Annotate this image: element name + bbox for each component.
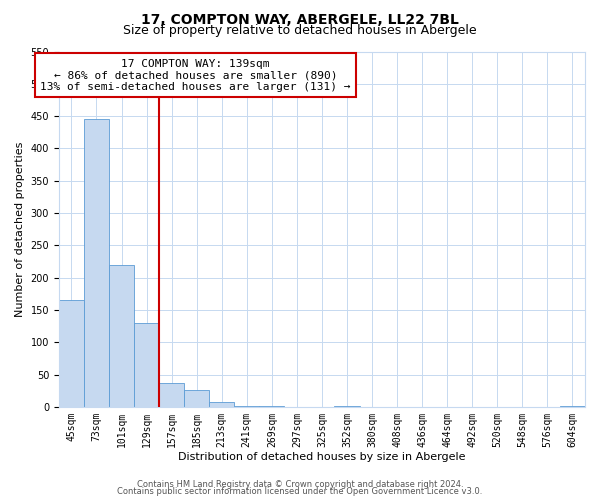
Bar — [334, 406, 359, 407]
Bar — [209, 402, 234, 407]
Text: Contains HM Land Registry data © Crown copyright and database right 2024.: Contains HM Land Registry data © Crown c… — [137, 480, 463, 489]
Bar — [184, 390, 209, 407]
Text: 17 COMPTON WAY: 139sqm
← 86% of detached houses are smaller (890)
13% of semi-de: 17 COMPTON WAY: 139sqm ← 86% of detached… — [40, 58, 351, 92]
Bar — [234, 406, 259, 407]
Y-axis label: Number of detached properties: Number of detached properties — [15, 142, 25, 317]
Bar — [84, 120, 109, 407]
Bar — [159, 383, 184, 407]
Bar — [134, 323, 159, 407]
Bar — [560, 406, 585, 407]
Bar — [59, 300, 84, 407]
Bar — [259, 406, 284, 407]
Bar — [109, 264, 134, 407]
X-axis label: Distribution of detached houses by size in Abergele: Distribution of detached houses by size … — [178, 452, 466, 462]
Text: Size of property relative to detached houses in Abergele: Size of property relative to detached ho… — [123, 24, 477, 37]
Text: Contains public sector information licensed under the Open Government Licence v3: Contains public sector information licen… — [118, 487, 482, 496]
Text: 17, COMPTON WAY, ABERGELE, LL22 7BL: 17, COMPTON WAY, ABERGELE, LL22 7BL — [141, 12, 459, 26]
